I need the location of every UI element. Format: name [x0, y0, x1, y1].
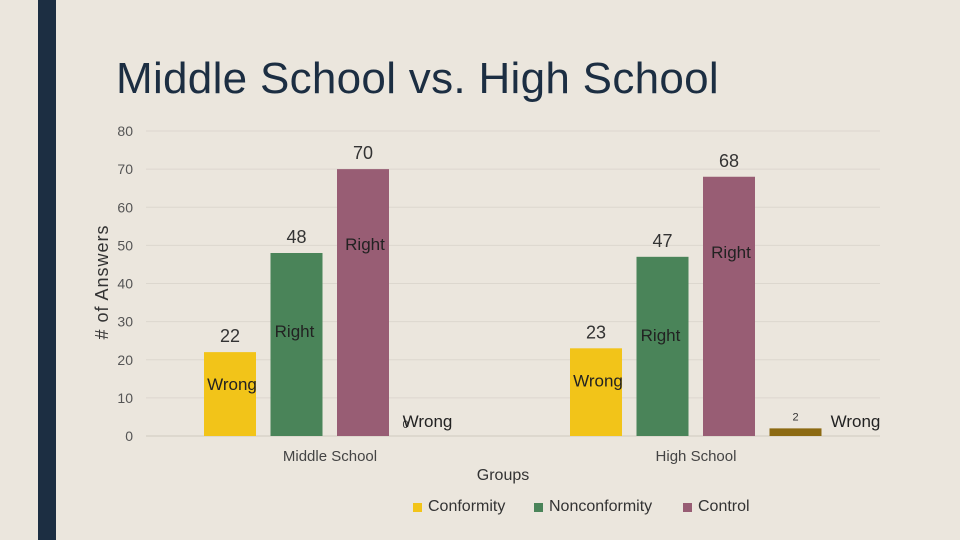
- bar: [570, 348, 622, 436]
- category-labels: Middle School High School: [283, 448, 737, 465]
- legend-swatch: [413, 502, 422, 512]
- data-label: 2: [792, 411, 798, 423]
- data-label: 48: [286, 227, 306, 247]
- data-label: 22: [220, 326, 240, 346]
- y-tick-label: 60: [117, 199, 133, 215]
- legend-item: Nonconformity: [534, 498, 652, 516]
- y-tick-label: 0: [125, 428, 133, 444]
- data-label: 47: [652, 231, 672, 251]
- bar-annotation: Right: [641, 326, 681, 345]
- chart-legend: Conformity Nonconformity Control: [0, 498, 960, 520]
- bar: [769, 428, 822, 436]
- bar-annotation: Right: [711, 243, 751, 262]
- bar: [636, 256, 689, 436]
- y-axis-label: # of Answers: [92, 224, 112, 339]
- grid-lines: [146, 130, 880, 437]
- data-labels: 22 23 48 47 70 68 0 2 Wrong Right Right Wrong Wrong R…: [207, 143, 880, 431]
- category-label: High School: [656, 448, 737, 465]
- legend-swatch: [534, 502, 543, 512]
- data-label: 68: [719, 151, 739, 171]
- legend-label: Nonconformity: [549, 498, 653, 515]
- bar-annotation: Wrong: [403, 412, 453, 431]
- bar-annotation: Wrong: [207, 375, 257, 394]
- bar-annotation: Wrong: [831, 412, 881, 431]
- legend-label: Control: [698, 498, 750, 515]
- left-accent-bar: [38, 0, 56, 540]
- legend-item: Conformity: [413, 498, 505, 516]
- bar: [703, 176, 755, 436]
- bar: [270, 253, 323, 436]
- bar-annotation: Right: [345, 235, 385, 254]
- y-tick-label: 40: [117, 276, 133, 292]
- y-tick-label: 20: [117, 352, 133, 368]
- bar-annotation: Right: [275, 322, 315, 341]
- y-tick-label: 30: [117, 314, 133, 330]
- data-label: 70: [353, 143, 373, 163]
- data-label: 0: [402, 419, 408, 431]
- y-tick-labels: 0 10 20 30 40 50 60 70 80: [117, 123, 133, 444]
- bars: [204, 169, 822, 436]
- bar: [204, 352, 256, 436]
- y-tick-label: 10: [117, 390, 133, 406]
- category-label: Middle School: [283, 448, 377, 465]
- y-tick-label: 70: [117, 161, 133, 177]
- data-label: 23: [586, 322, 606, 342]
- legend-item: Control: [683, 498, 750, 516]
- y-tick-label: 80: [117, 123, 133, 139]
- y-tick-label: 50: [117, 237, 133, 253]
- slide-title: Middle School vs. High School: [116, 54, 720, 103]
- x-axis-label: Groups: [477, 467, 529, 484]
- bar-annotation: Wrong: [573, 371, 623, 390]
- legend-swatch: [683, 502, 692, 512]
- legend-label: Conformity: [428, 498, 506, 515]
- bar: [337, 169, 389, 436]
